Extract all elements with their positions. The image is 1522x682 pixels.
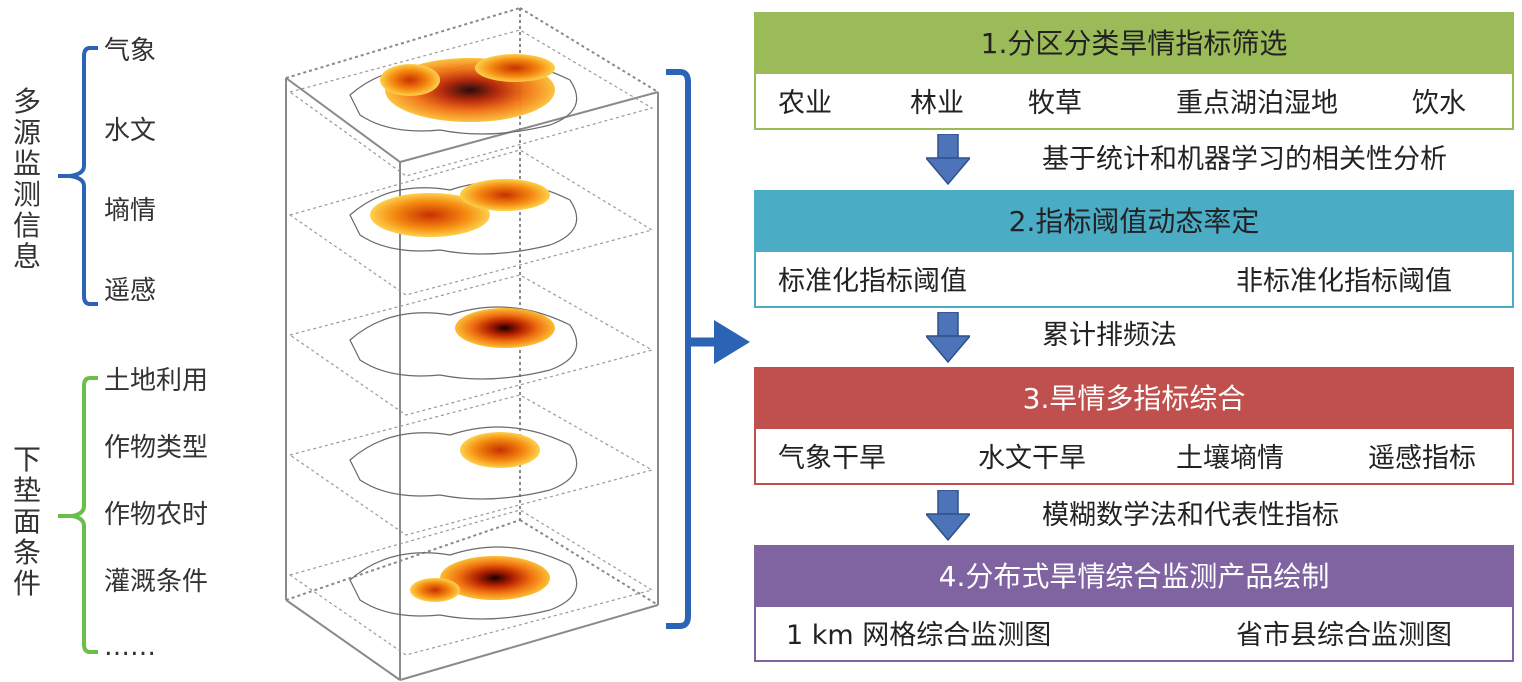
stage2-body: 标准化指标阈值 非标准化指标阈值	[754, 250, 1514, 308]
group-title-char: 下	[12, 443, 41, 476]
stage3-item-hydrological: 水文干旱	[978, 443, 1086, 474]
stage1-item-drinking-water: 饮水	[1412, 88, 1466, 119]
method-1: 基于统计和机器学习的相关性分析	[1042, 144, 1447, 175]
stage1-item-agriculture: 农业	[778, 88, 832, 119]
stage4-header: 4.分布式旱情综合监测产品绘制	[754, 545, 1514, 605]
group-title-char: 垫	[12, 474, 41, 507]
group-title-char: 多	[12, 85, 41, 118]
input-bracket	[666, 69, 750, 629]
group-title-char: 测	[12, 178, 41, 211]
stage4-item-admin-map: 省市县综合监测图	[1236, 620, 1452, 651]
underlying-item-more: ……	[104, 632, 156, 662]
stage2-item-standardized: 标准化指标阈值	[778, 266, 967, 297]
group-title-char: 件	[12, 567, 41, 600]
stage3-item-remote-sensing: 遥感指标	[1368, 443, 1476, 474]
underlying-item-irrigation: 灌溉条件	[104, 567, 209, 597]
monitoring-brace	[58, 46, 98, 306]
group-title-char: 监	[12, 147, 41, 180]
underlying-brace	[58, 376, 98, 654]
stage3-body: 气象干旱 水文干旱 土壤墒情 遥感指标	[754, 427, 1514, 485]
stage3-item-soil-moisture: 土壤墒情	[1176, 443, 1284, 474]
stage1-item-forestry: 林业	[910, 88, 964, 119]
underlying-item-crop-calendar: 作物农时	[104, 500, 209, 530]
stage1-header: 1.分区分类旱情指标筛选	[754, 12, 1514, 72]
group-title-char: 条	[12, 536, 41, 569]
group-title-underlying: 下 垫 面 条 件	[12, 446, 42, 601]
group-title-char: 源	[12, 116, 41, 149]
monitoring-item-soil-moisture: 墒情	[104, 196, 157, 226]
down-arrow-2	[926, 312, 970, 364]
stage3-header: 3.旱情多指标综合	[754, 367, 1514, 427]
stage2-header: 2.指标阈值动态率定	[754, 190, 1514, 250]
method-2: 累计排频法	[1042, 320, 1177, 351]
stage2-item-nonstandardized: 非标准化指标阈值	[1236, 266, 1452, 297]
down-arrow-1	[926, 134, 970, 186]
underlying-item-land-use: 土地利用	[104, 366, 209, 396]
stage1-item-pasture: 牧草	[1028, 88, 1082, 119]
group-title-monitoring: 多 源 监 测 信 息	[12, 88, 42, 274]
monitoring-item-meteorology: 气象	[104, 36, 157, 66]
underlying-item-crop-type: 作物类型	[104, 433, 209, 463]
stage1-item-wetland: 重点湖泊湿地	[1176, 88, 1338, 119]
method-3: 模糊数学法和代表性指标	[1042, 500, 1339, 531]
down-arrow-3	[926, 490, 970, 542]
monitoring-item-hydrology: 水文	[104, 116, 157, 146]
stage1-body: 农业 林业 牧草 重点湖泊湿地 饮水	[754, 72, 1514, 130]
monitoring-item-remote-sensing: 遥感	[104, 276, 157, 306]
stage3-item-meteorological: 气象干旱	[778, 443, 886, 474]
group-title-char: 信	[12, 209, 41, 242]
layered-map-stack	[285, 7, 659, 681]
stage4-body: 1 km 网格综合监测图 省市县综合监测图	[754, 605, 1514, 662]
group-title-char: 面	[12, 505, 41, 538]
stage4-item-grid-map: 1 km 网格综合监测图	[786, 620, 1052, 651]
group-title-char: 息	[12, 240, 41, 273]
